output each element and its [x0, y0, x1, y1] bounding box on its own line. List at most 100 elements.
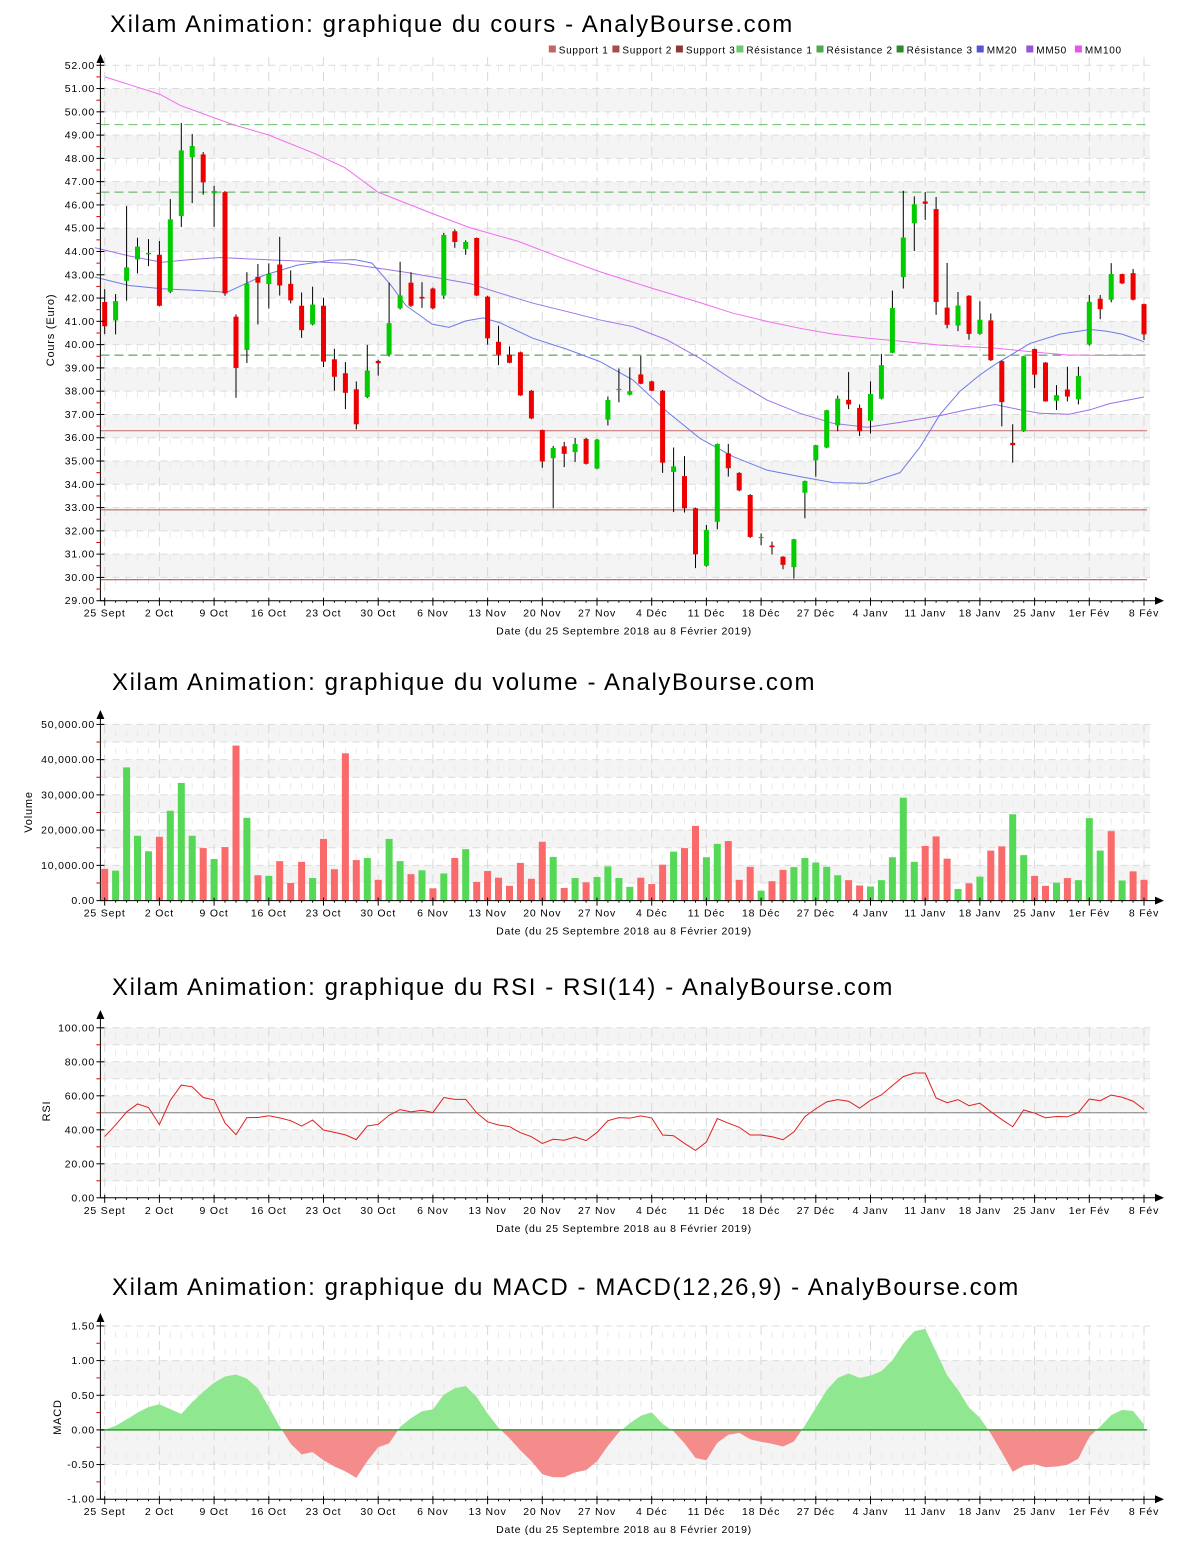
- svg-text:1er Fév: 1er Fév: [1069, 1506, 1110, 1518]
- svg-text:25 Janv: 25 Janv: [1013, 608, 1055, 620]
- svg-text:35.00: 35.00: [65, 456, 95, 468]
- svg-text:Résistance 1: Résistance 1: [746, 46, 812, 57]
- svg-text:18 Déc: 18 Déc: [742, 1205, 780, 1217]
- svg-text:1.50: 1.50: [71, 1320, 95, 1332]
- svg-text:34.00: 34.00: [65, 479, 95, 491]
- svg-text:27 Déc: 27 Déc: [797, 608, 835, 620]
- svg-text:36.00: 36.00: [65, 432, 95, 444]
- svg-text:MM50: MM50: [1036, 46, 1067, 57]
- svg-text:50,000.00: 50,000.00: [41, 719, 95, 731]
- svg-text:25 Sept: 25 Sept: [84, 1506, 126, 1518]
- svg-text:46.00: 46.00: [65, 199, 95, 211]
- svg-text:27 Nov: 27 Nov: [578, 1506, 616, 1518]
- svg-text:11 Janv: 11 Janv: [904, 908, 946, 920]
- svg-text:1er Fév: 1er Fév: [1069, 608, 1110, 620]
- svg-text:27 Nov: 27 Nov: [578, 908, 616, 920]
- svg-text:25 Sept: 25 Sept: [84, 908, 126, 920]
- svg-text:Xilam Animation: graphique du: Xilam Animation: graphique du cours - An…: [110, 11, 794, 38]
- svg-text:80.00: 80.00: [65, 1056, 95, 1068]
- svg-text:20.00: 20.00: [65, 1158, 95, 1170]
- svg-text:31.00: 31.00: [65, 549, 95, 561]
- svg-text:16 Oct: 16 Oct: [251, 1506, 287, 1518]
- svg-text:23 Oct: 23 Oct: [306, 608, 342, 620]
- svg-text:RSI: RSI: [41, 1101, 53, 1122]
- svg-text:20 Nov: 20 Nov: [523, 608, 561, 620]
- svg-text:0.00: 0.00: [71, 895, 95, 907]
- svg-text:33.00: 33.00: [65, 502, 95, 514]
- svg-text:100.00: 100.00: [58, 1022, 95, 1034]
- svg-text:18 Déc: 18 Déc: [742, 1506, 780, 1518]
- svg-text:27 Nov: 27 Nov: [578, 1205, 616, 1217]
- svg-text:Support 2: Support 2: [622, 46, 672, 57]
- svg-text:27 Déc: 27 Déc: [797, 1205, 835, 1217]
- svg-text:4 Déc: 4 Déc: [636, 1205, 667, 1217]
- svg-text:Date (du 25 Septembre 2018 au: Date (du 25 Septembre 2018 au 8 Février …: [496, 626, 752, 638]
- svg-text:18 Janv: 18 Janv: [959, 1506, 1001, 1518]
- svg-text:30 Oct: 30 Oct: [360, 908, 396, 920]
- svg-text:4 Janv: 4 Janv: [853, 1205, 889, 1217]
- svg-text:-1.00: -1.00: [67, 1494, 95, 1506]
- svg-text:42.00: 42.00: [65, 293, 95, 305]
- svg-text:MM20: MM20: [987, 46, 1018, 57]
- svg-text:25 Sept: 25 Sept: [84, 1205, 126, 1217]
- svg-text:6 Nov: 6 Nov: [417, 1205, 448, 1217]
- svg-text:6 Nov: 6 Nov: [417, 908, 448, 920]
- svg-text:20,000.00: 20,000.00: [41, 825, 95, 837]
- svg-text:30 Oct: 30 Oct: [360, 608, 396, 620]
- svg-text:16 Oct: 16 Oct: [251, 1205, 287, 1217]
- svg-text:18 Janv: 18 Janv: [959, 908, 1001, 920]
- svg-text:18 Déc: 18 Déc: [742, 608, 780, 620]
- svg-text:41.00: 41.00: [65, 316, 95, 328]
- svg-text:MACD: MACD: [52, 1399, 64, 1435]
- svg-text:9 Oct: 9 Oct: [200, 1205, 229, 1217]
- svg-text:1er Fév: 1er Fév: [1069, 908, 1110, 920]
- svg-text:2 Oct: 2 Oct: [145, 1506, 174, 1518]
- svg-text:Support 1: Support 1: [559, 46, 609, 57]
- svg-text:0.00: 0.00: [71, 1192, 95, 1204]
- svg-text:MM100: MM100: [1085, 46, 1122, 57]
- svg-text:23 Oct: 23 Oct: [306, 908, 342, 920]
- svg-text:18 Janv: 18 Janv: [959, 608, 1001, 620]
- svg-text:16 Oct: 16 Oct: [251, 608, 287, 620]
- svg-text:Cours (Euro): Cours (Euro): [45, 294, 57, 367]
- svg-text:16 Oct: 16 Oct: [251, 908, 287, 920]
- svg-text:30 Oct: 30 Oct: [360, 1506, 396, 1518]
- svg-text:38.00: 38.00: [65, 386, 95, 398]
- svg-text:11 Déc: 11 Déc: [688, 1506, 725, 1518]
- svg-text:44.00: 44.00: [65, 246, 95, 258]
- svg-text:4 Janv: 4 Janv: [853, 908, 889, 920]
- svg-text:4 Déc: 4 Déc: [636, 1506, 667, 1518]
- svg-text:2 Oct: 2 Oct: [145, 608, 174, 620]
- svg-text:8 Fév: 8 Fév: [1129, 908, 1159, 920]
- svg-text:Xilam Animation: graphique du: Xilam Animation: graphique du RSI - RSI(…: [112, 974, 894, 1001]
- svg-text:11 Janv: 11 Janv: [904, 1205, 946, 1217]
- svg-text:6 Nov: 6 Nov: [417, 1506, 448, 1518]
- svg-text:27 Nov: 27 Nov: [578, 608, 616, 620]
- svg-text:1.00: 1.00: [71, 1355, 95, 1367]
- svg-text:13 Nov: 13 Nov: [469, 1205, 507, 1217]
- svg-text:30 Oct: 30 Oct: [360, 1205, 396, 1217]
- svg-text:Date (du 25 Septembre 2018 au: Date (du 25 Septembre 2018 au 8 Février …: [496, 1223, 752, 1235]
- svg-text:11 Déc: 11 Déc: [688, 1205, 725, 1217]
- svg-text:51.00: 51.00: [65, 83, 95, 95]
- svg-text:25 Sept: 25 Sept: [84, 608, 126, 620]
- svg-text:27 Déc: 27 Déc: [797, 1506, 835, 1518]
- svg-text:Xilam Animation: graphique du: Xilam Animation: graphique du MACD - MAC…: [112, 1274, 1020, 1301]
- svg-text:9 Oct: 9 Oct: [200, 1506, 229, 1518]
- svg-text:52.00: 52.00: [65, 60, 95, 72]
- svg-text:20 Nov: 20 Nov: [523, 1506, 561, 1518]
- svg-text:49.00: 49.00: [65, 130, 95, 142]
- svg-text:25 Janv: 25 Janv: [1013, 908, 1055, 920]
- svg-text:23 Oct: 23 Oct: [306, 1205, 342, 1217]
- svg-text:13 Nov: 13 Nov: [469, 608, 507, 620]
- svg-text:43.00: 43.00: [65, 269, 95, 281]
- svg-text:0.00: 0.00: [71, 1424, 95, 1436]
- svg-text:2 Oct: 2 Oct: [145, 1205, 174, 1217]
- svg-text:29.00: 29.00: [65, 595, 95, 607]
- svg-text:20 Nov: 20 Nov: [523, 908, 561, 920]
- svg-text:4 Déc: 4 Déc: [636, 908, 667, 920]
- svg-text:Résistance 3: Résistance 3: [907, 46, 973, 57]
- svg-text:Xilam Animation: graphique du: Xilam Animation: graphique du volume - A…: [112, 669, 816, 696]
- svg-text:Support 3: Support 3: [686, 46, 736, 57]
- svg-text:48.00: 48.00: [65, 153, 95, 165]
